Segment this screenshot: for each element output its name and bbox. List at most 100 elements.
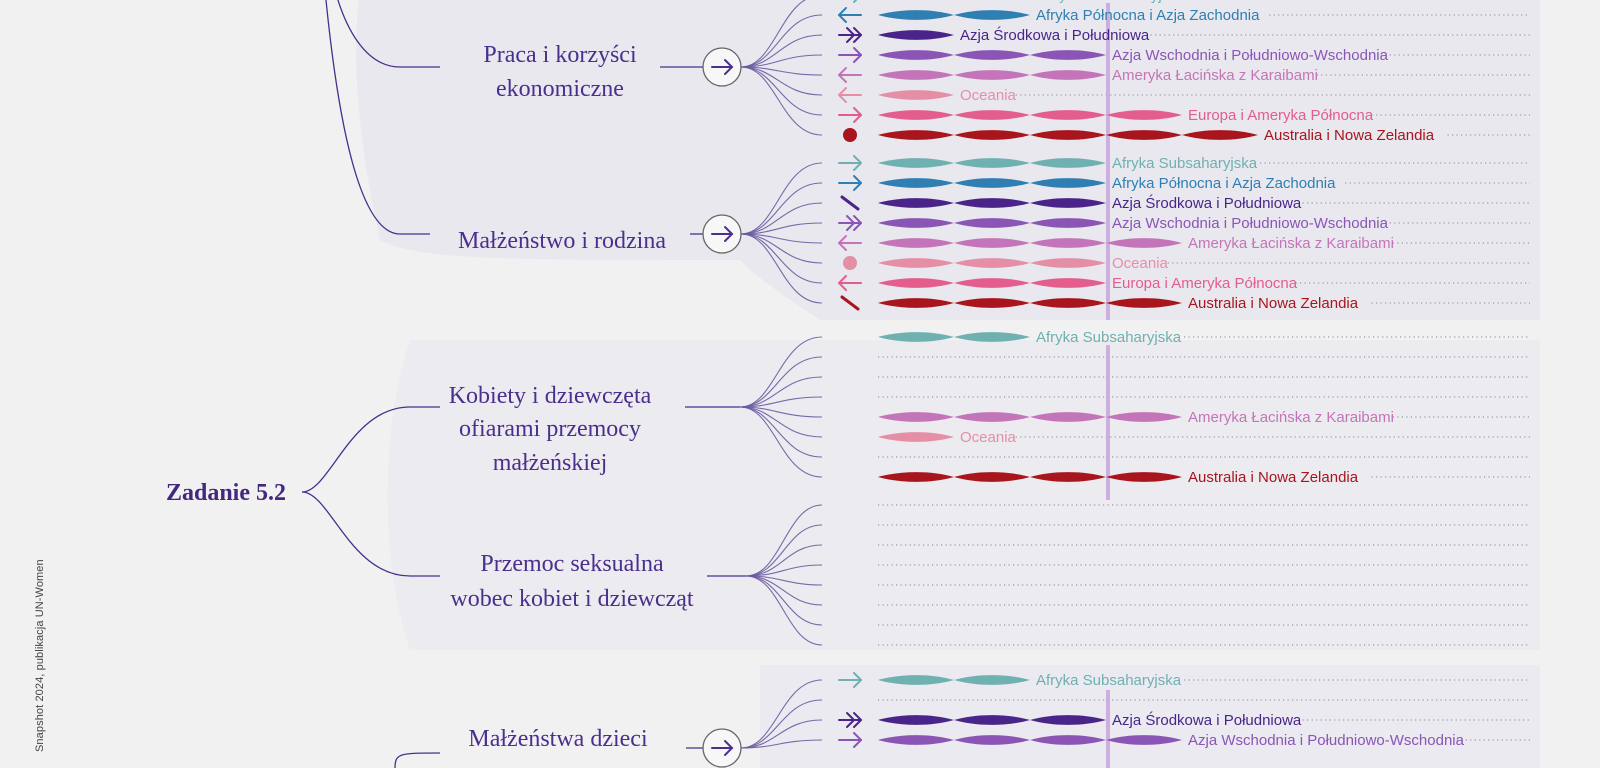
arrow-right-icon (711, 59, 734, 75)
fan-line (739, 356, 823, 408)
panel-upper (356, 0, 1540, 320)
arrow-right-icon (838, 47, 862, 63)
region-label: Azja Wschodnia i Południowo-Wschodnia (1188, 732, 1465, 749)
icon-stroke (853, 47, 862, 63)
region-label: Afryka Północna i Azja Zachodnia (1112, 175, 1336, 192)
target-marker-line (1106, 3, 1110, 320)
bar-segment (954, 50, 1030, 60)
fan-line (739, 336, 823, 408)
icon-stroke (853, 175, 862, 191)
region-label: Azja Wschodnia i Południowo-Wschodnia (1112, 47, 1389, 64)
region-label: Europa i Ameryka Północna (1188, 107, 1374, 124)
bar-segment (878, 715, 954, 725)
bar-segment (954, 412, 1030, 422)
fan-line (740, 233, 823, 244)
region-label: Ameryka Łacińska z Karaibami (1188, 409, 1394, 426)
arrow-left-icon (838, 235, 862, 251)
fan-line (740, 66, 823, 136)
bar-segment (1030, 472, 1106, 482)
bar-segment (954, 675, 1030, 685)
icon-stroke (724, 226, 734, 242)
bar-segment (954, 735, 1030, 745)
bar-segment (1106, 130, 1182, 140)
icon-stroke (838, 7, 847, 23)
bar-segment (878, 278, 954, 288)
region-label: Europa i Ameryka Północna (1112, 275, 1298, 292)
source-credit: Snapshot 2024, publikacja UN-Women (34, 559, 46, 752)
bar-segment (1030, 198, 1106, 208)
fan-line (740, 233, 823, 304)
topic-label: ofiarami przemocy (459, 416, 641, 442)
fan-line (745, 524, 823, 577)
bar-segment (878, 472, 954, 482)
bar-segment (878, 90, 954, 100)
bar-segment (1030, 110, 1106, 120)
bar-segment (954, 238, 1030, 248)
double-arrow-right-icon (838, 712, 862, 728)
panel-lower (760, 665, 1540, 768)
arrow-left-icon (838, 67, 862, 83)
icon-stroke (838, 87, 847, 103)
double-arrow-right-icon (838, 215, 862, 231)
region-label: Afryka Subsaharyjska (1112, 155, 1258, 172)
region-label: Oceania (1112, 255, 1169, 272)
region-label: Afryka Subsaharyjska (1036, 672, 1182, 689)
region-label: Afryka Subsaharyjska (1036, 329, 1182, 346)
bar-segment (1030, 412, 1106, 422)
bar-segment (1030, 50, 1106, 60)
icon-stroke (853, 27, 862, 43)
icon-stroke (724, 740, 734, 756)
fan-line (740, 679, 823, 749)
bar-segment (878, 158, 954, 168)
slash-icon (840, 195, 860, 211)
bar-segment (878, 130, 954, 140)
arrow-right-icon (838, 732, 862, 748)
task-branch (301, 491, 411, 577)
arrow-left-icon (838, 7, 862, 23)
arrow-right-icon (711, 740, 734, 756)
fan-line (740, 14, 823, 68)
task-label: Zadanie 5.2 (166, 480, 286, 506)
slash-icon (840, 295, 860, 311)
topic-label: małżeńskiej (493, 450, 608, 476)
bar-segment (1106, 472, 1182, 482)
fan-line (739, 376, 823, 408)
icon-stroke (843, 128, 857, 142)
bar-segment (878, 432, 954, 442)
arrow-left-icon (838, 275, 862, 291)
fan-line (745, 564, 823, 577)
icon-stroke (840, 195, 860, 211)
region-label: Oceania (960, 87, 1017, 104)
region-label: Oceania (960, 429, 1017, 446)
panel-task-5-2 (387, 340, 1540, 650)
region-label: Azja Wschodnia i Południowo-Wschodnia (1112, 215, 1389, 232)
bar-segment (878, 218, 954, 228)
icon-stroke (843, 256, 857, 270)
icon-stroke (846, 27, 855, 43)
fan-line (739, 406, 823, 418)
bar-segment (954, 258, 1030, 268)
fan-line (740, 34, 823, 68)
topic-label: Praca i korzyści (483, 42, 637, 68)
icon-stroke (853, 672, 862, 688)
icon-stroke (846, 712, 855, 728)
icon-stroke (838, 235, 847, 251)
arrow-right-icon (711, 226, 734, 242)
fan-line (740, 202, 823, 235)
bar-segment (1030, 298, 1106, 308)
bar-segment (1182, 130, 1258, 140)
fan-line (740, 162, 823, 235)
icon-stroke (838, 275, 847, 291)
bar-segment (878, 258, 954, 268)
topic-label: Małżeństwa dzieci (468, 726, 648, 752)
bar-segment (1030, 218, 1106, 228)
bar-segment (1030, 735, 1106, 745)
bar-segment (1106, 298, 1182, 308)
arrow-right-icon (838, 672, 862, 688)
fan-line (740, 182, 823, 235)
fan-line (745, 575, 823, 646)
fan-line (739, 406, 823, 478)
bar-segment (954, 158, 1030, 168)
bar-segment (954, 10, 1030, 20)
bar-segment (1030, 70, 1106, 80)
